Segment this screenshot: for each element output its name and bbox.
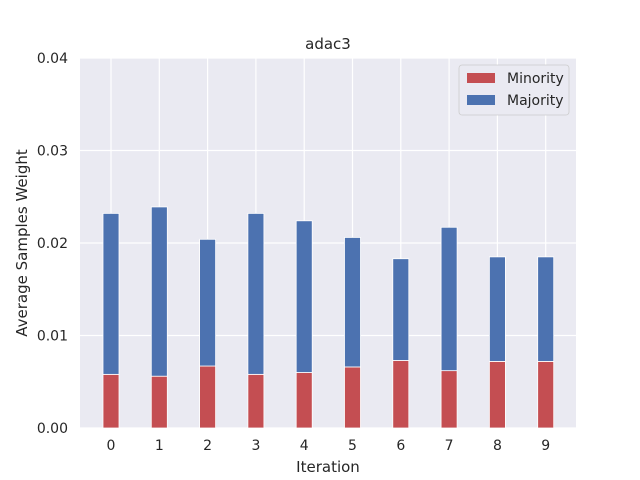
chart-title: adac3 — [305, 35, 351, 53]
y-tick-label: 0.00 — [37, 421, 68, 437]
bar-minority-7 — [440, 370, 458, 429]
bar-majority-8 — [488, 256, 506, 362]
x-tick-label: 0 — [107, 438, 116, 454]
x-tick-label: 9 — [541, 438, 550, 454]
y-tick-label: 0.04 — [37, 51, 68, 67]
bar-minority-2 — [199, 365, 217, 429]
x-tick-label: 2 — [203, 438, 212, 454]
y-tick-label: 0.02 — [37, 236, 68, 252]
bar-minority-9 — [537, 360, 555, 429]
x-tick-label: 4 — [300, 438, 309, 454]
x-tick-label: 7 — [445, 438, 454, 454]
bar-majority-7 — [440, 226, 458, 372]
bar-majority-1 — [150, 206, 168, 377]
legend-swatch-majority — [467, 95, 495, 105]
y-tick-labels: 0.00 0.01 0.02 0.03 0.04 — [37, 51, 68, 437]
bar-majority-0 — [102, 212, 120, 375]
y-axis-label: Average Samples Weight — [13, 149, 31, 337]
x-tick-label: 5 — [348, 438, 357, 454]
legend: Minority Majority — [458, 64, 570, 116]
x-tick-label: 1 — [155, 438, 164, 454]
bar-majority-9 — [537, 256, 555, 362]
bar-majority-5 — [344, 237, 361, 368]
x-tick-label: 3 — [251, 438, 260, 454]
y-tick-label: 0.03 — [37, 144, 68, 160]
bar-majority-3 — [247, 212, 265, 375]
x-axis-label: Iteration — [296, 458, 360, 476]
bar-majority-6 — [392, 258, 410, 361]
bar-minority-3 — [247, 373, 265, 429]
legend-label-majority: Majority — [507, 93, 564, 109]
x-tick-label: 8 — [493, 438, 502, 454]
bars — [102, 206, 555, 429]
bar-majority-4 — [295, 220, 313, 373]
x-tick-label: 6 — [396, 438, 405, 454]
bar-minority-1 — [150, 375, 168, 429]
bar-minority-8 — [488, 360, 506, 429]
legend-swatch-minority — [467, 73, 495, 83]
bar-minority-6 — [392, 360, 410, 429]
legend-label-minority: Minority — [507, 71, 564, 87]
bar-minority-5 — [344, 366, 361, 429]
bar-minority-0 — [102, 373, 120, 429]
x-tick-labels: 0 1 2 3 4 5 6 7 8 9 — [107, 438, 551, 454]
bar-majority-2 — [199, 238, 217, 367]
bar-minority-4 — [295, 372, 313, 429]
y-tick-label: 0.01 — [37, 329, 68, 345]
